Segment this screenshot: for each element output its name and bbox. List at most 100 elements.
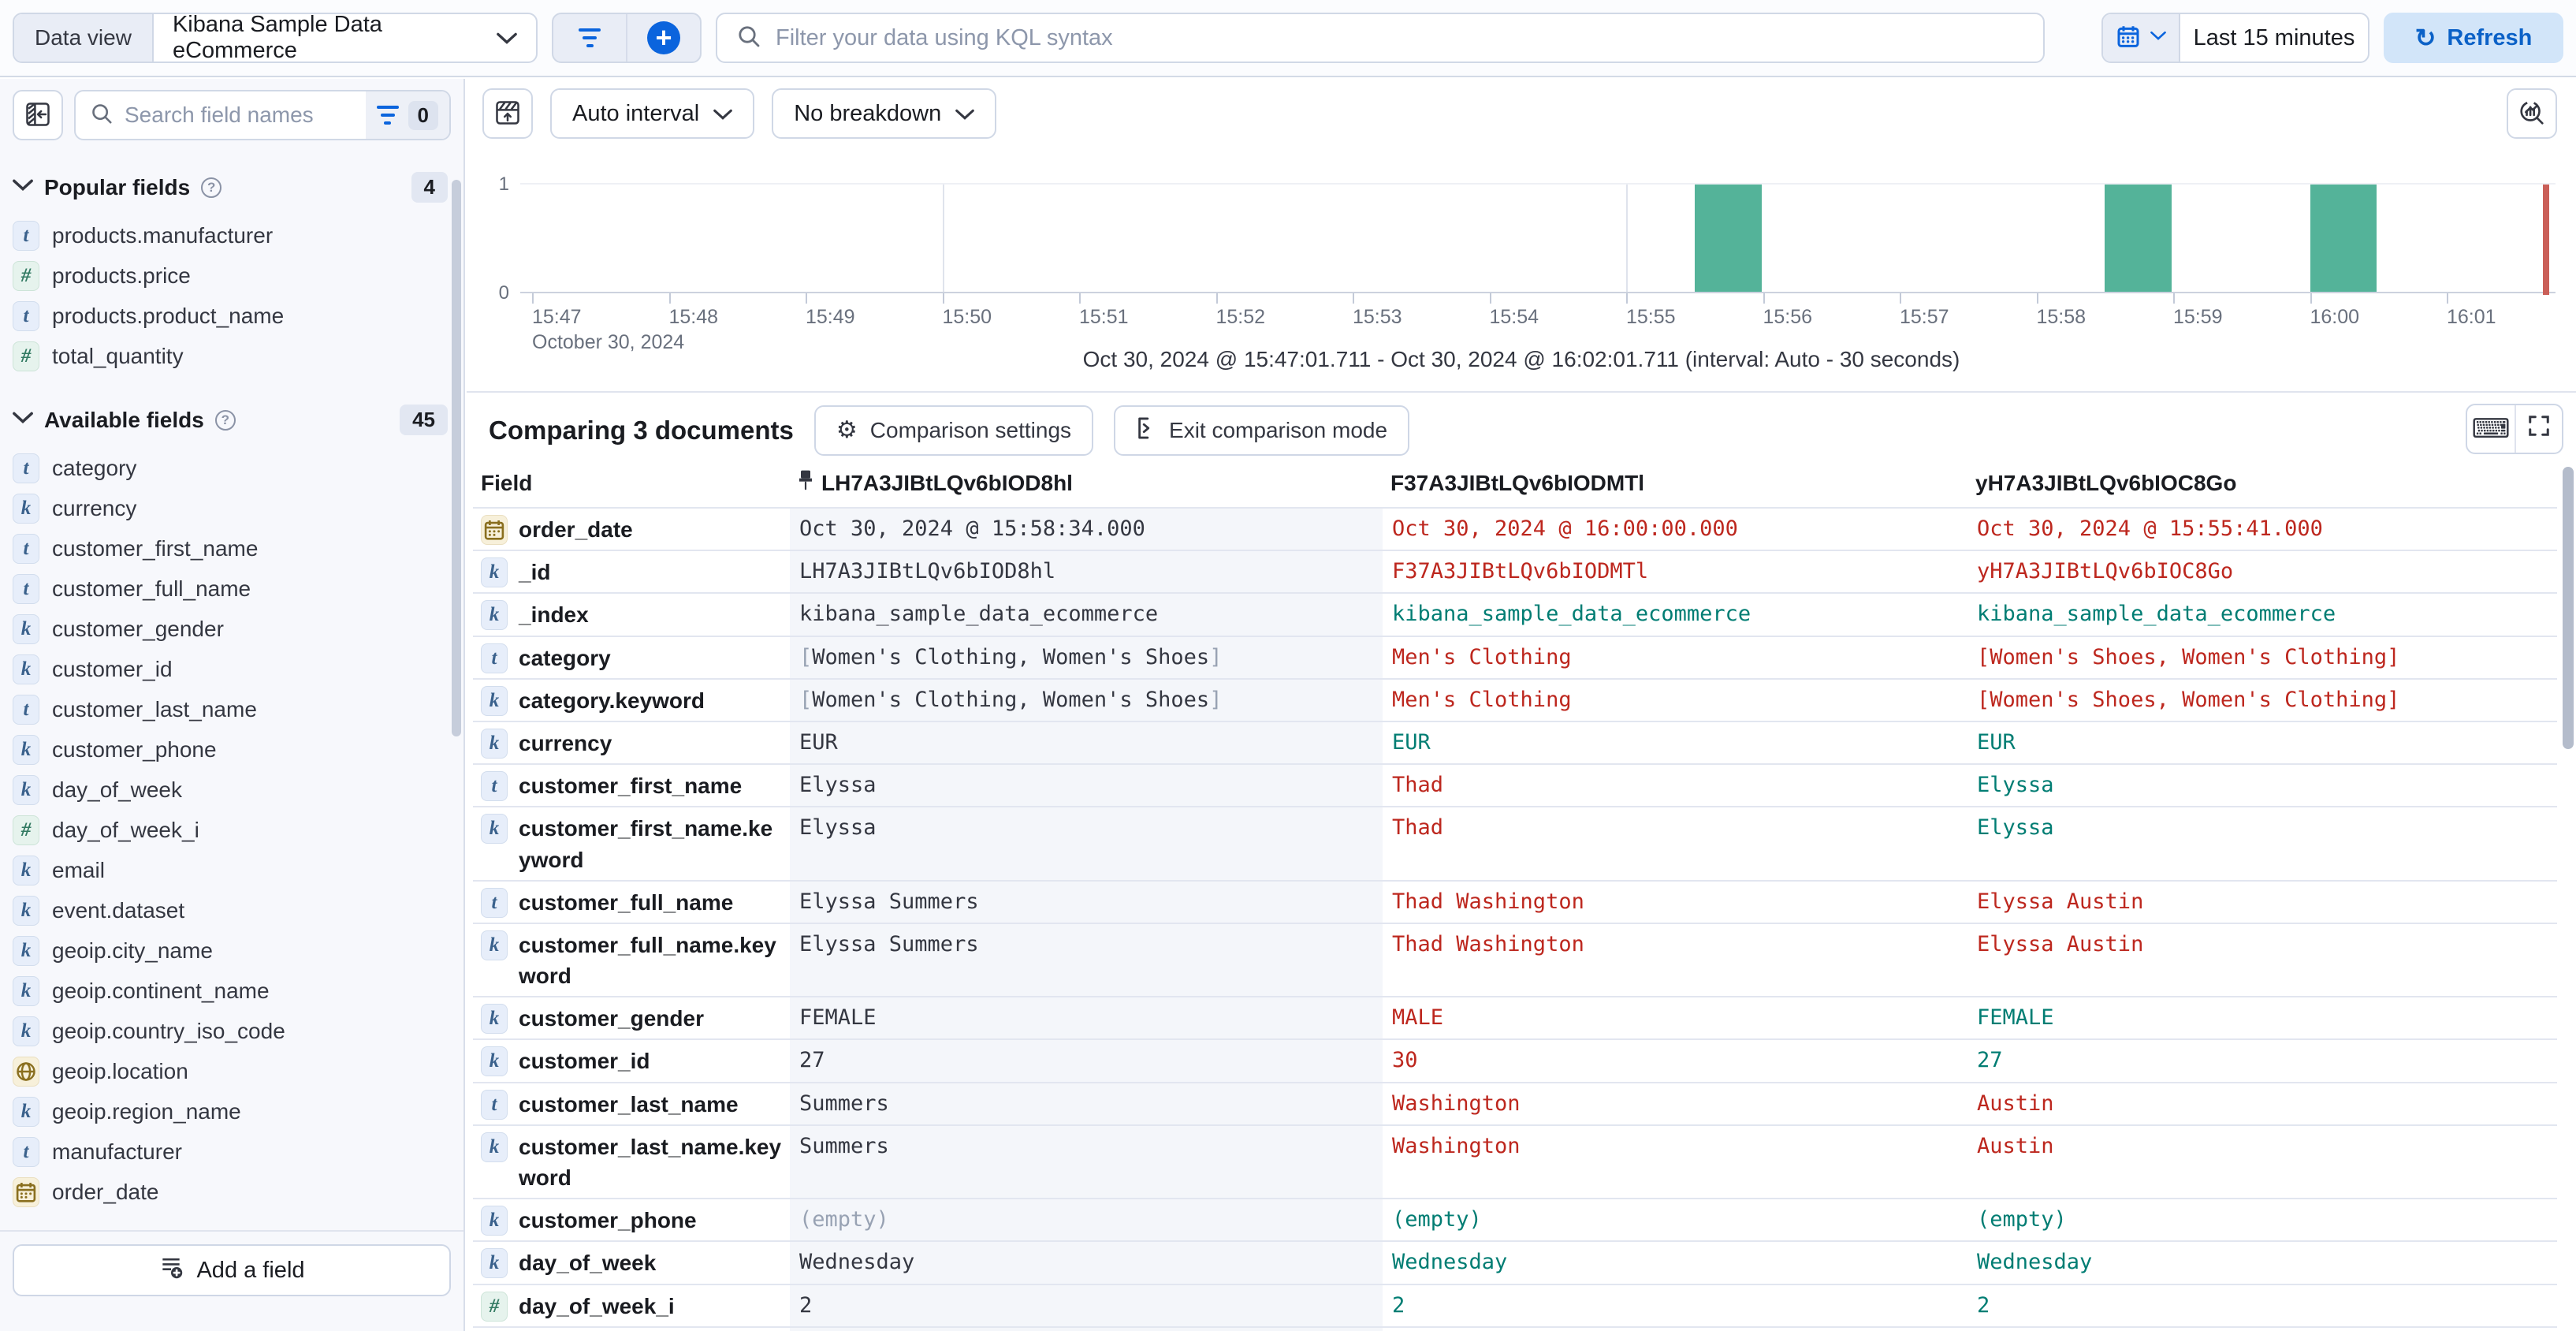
hide-chart-button[interactable] xyxy=(482,88,533,139)
exit-icon xyxy=(1136,416,1156,446)
field-filter-count-badge: 0 xyxy=(408,100,438,130)
field-list-item[interactable]: k geoip.region_name xyxy=(13,1091,448,1132)
gridline xyxy=(942,185,944,292)
chevron-down-icon xyxy=(713,101,733,127)
comparison-settings-button[interactable]: ⚙ Comparison settings xyxy=(813,405,1094,456)
time-picker-calendar-button[interactable] xyxy=(2103,14,2180,62)
field-search-input[interactable]: Search field names 0 xyxy=(74,90,451,140)
field-list-item[interactable]: k email xyxy=(13,850,448,890)
field-list-item[interactable]: # day_of_week_i xyxy=(13,810,448,850)
histogram-bar[interactable] xyxy=(2105,185,2172,292)
value-cell: Elyssa Austin xyxy=(1977,889,2144,914)
value-cell: Oct 30, 2024 @ 15:58:34.000 xyxy=(790,509,1383,550)
time-picker[interactable]: Last 15 minutes xyxy=(2101,13,2369,63)
exit-comparison-button[interactable]: Exit comparison mode xyxy=(1114,405,1410,456)
field-name-label: customer_first_name xyxy=(519,774,743,799)
table-row: k customer_id 27 30 27 xyxy=(473,1038,2557,1082)
field-section-header[interactable]: Available fields? 45 xyxy=(13,405,448,435)
grid-display-controls: ⌨ xyxy=(2466,404,2563,454)
field-type-icon-k: k xyxy=(481,814,508,844)
value-cell: 27 xyxy=(790,1040,1383,1082)
field-list-item[interactable]: k customer_id xyxy=(13,649,448,689)
field-list-item[interactable]: t customer_first_name xyxy=(13,528,448,569)
time-range-summary: Oct 30, 2024 @ 15:47:01.711 - Oct 30, 20… xyxy=(1082,347,1960,371)
interval-dropdown[interactable]: Auto interval xyxy=(550,88,755,139)
x-tick-label: 15:52 xyxy=(1215,306,1266,328)
field-name-label: customer_first_name.keyword xyxy=(519,816,773,872)
field-list-item[interactable]: k day_of_week xyxy=(13,770,448,810)
value-cell: elyssa@austin-family.zzz xyxy=(1967,1328,2557,1331)
document-column-header[interactable]: F37A3JIBtLQv6bIODMTl xyxy=(1383,464,1967,507)
field-type-icon-t: t xyxy=(13,453,39,483)
table-header-row: Field LH7A3JIBtLQv6bIOD8hl F37A3JIBtLQv6bI… xyxy=(473,464,2557,507)
keyboard-icon: ⌨ xyxy=(2471,414,2511,444)
field-list-item[interactable]: t customer_last_name xyxy=(13,689,448,729)
field-list-item[interactable]: t products.manufacturer xyxy=(13,215,448,255)
histogram-bar[interactable] xyxy=(2310,185,2377,292)
field-filter-button[interactable]: 0 xyxy=(365,91,449,139)
x-axis-date-label: October 30, 2024 xyxy=(532,331,685,353)
axis-tick xyxy=(1353,293,1354,304)
field-list-item[interactable]: t customer_full_name xyxy=(13,569,448,609)
current-time-marker xyxy=(2543,185,2549,295)
collapse-sidebar-button[interactable] xyxy=(13,90,63,140)
data-view-switcher[interactable]: Data view Kibana Sample Data eCommerce xyxy=(13,13,538,63)
field-type-icon-k: k xyxy=(13,895,39,926)
keyboard-shortcuts-button[interactable]: ⌨ xyxy=(2467,405,2515,453)
field-cell: order_date xyxy=(473,509,790,550)
field-type-icon-k: k xyxy=(13,855,39,885)
x-tick-label: 15:54 xyxy=(1489,306,1539,328)
x-tick-label: 15:53 xyxy=(1353,306,1402,328)
field-name-label: customer_full_name.keyword xyxy=(519,932,776,989)
kql-search-input[interactable]: Filter your data using KQL syntax xyxy=(716,13,2045,63)
field-list-item[interactable]: geoip.location xyxy=(13,1051,448,1091)
field-section-header[interactable]: Popular fields? 4 xyxy=(13,172,448,203)
field-type-icon-k: k xyxy=(481,1206,508,1236)
value-cell: [Women's Shoes, Women's Clothing] xyxy=(1977,687,2400,712)
filter-icon[interactable] xyxy=(553,14,626,62)
histogram-bar[interactable] xyxy=(1694,185,1762,292)
value-cell: [Women's Shoes, Women's Clothing] xyxy=(1977,644,2400,669)
document-column-header[interactable]: yH7A3JIBtLQv6bIOC8Go xyxy=(1967,464,2557,507)
value-cell: 2 xyxy=(1977,1292,1990,1318)
field-list-item[interactable]: k customer_phone xyxy=(13,729,448,770)
value-cell: LH7A3JIBtLQv6bIOD8hl xyxy=(790,551,1383,593)
time-range-value[interactable]: Last 15 minutes xyxy=(2193,24,2355,50)
field-list-item[interactable]: k geoip.city_name xyxy=(13,930,448,971)
field-list-item[interactable]: k event.dataset xyxy=(13,890,448,930)
table-row: t category [Women's Clothing, Women's Shoe… xyxy=(473,635,2557,678)
add-field-button[interactable]: Add a field xyxy=(13,1244,451,1296)
field-list-item-label: geoip.region_name xyxy=(52,1098,241,1124)
plus-icon: + xyxy=(647,21,680,54)
axis-tick xyxy=(668,293,671,304)
document-column-header[interactable]: LH7A3JIBtLQv6bIOD8hl xyxy=(790,464,1383,507)
chevron-down-icon xyxy=(955,101,975,127)
breakdown-dropdown[interactable]: No breakdown xyxy=(772,88,997,139)
value-cell: [Women's Clothing, Women's Shoes] xyxy=(790,636,1383,678)
field-section-label: Popular fields xyxy=(44,174,191,199)
field-cell: k _index xyxy=(473,594,790,635)
value-cell: Washington xyxy=(1392,1091,1521,1116)
field-list-item[interactable]: t products.product_name xyxy=(13,296,448,336)
field-list-item-label: currency xyxy=(52,495,137,520)
field-list-item[interactable]: k geoip.continent_name xyxy=(13,971,448,1011)
table-scrollbar[interactable] xyxy=(2563,467,2574,749)
explore-in-lens-button[interactable] xyxy=(2507,88,2557,139)
field-list-item[interactable]: k customer_gender xyxy=(13,609,448,649)
refresh-button[interactable]: ↻ Refresh xyxy=(2384,13,2563,63)
field-list-item[interactable]: t manufacturer xyxy=(13,1132,448,1172)
chevron-down-icon xyxy=(13,412,33,428)
field-list-item[interactable]: order_date xyxy=(13,1172,448,1212)
value-cell: MALE xyxy=(1392,1005,1444,1031)
fullscreen-button[interactable] xyxy=(2515,405,2562,453)
sidebar-scrollbar[interactable] xyxy=(452,180,461,736)
field-list-item-label: products.price xyxy=(52,263,191,288)
field-list-item-label: products.manufacturer xyxy=(52,222,274,248)
field-list-item[interactable]: k currency xyxy=(13,488,448,528)
field-list-item[interactable]: # total_quantity xyxy=(13,336,448,376)
field-list-item[interactable]: t category xyxy=(13,448,448,488)
field-list-item[interactable]: k geoip.country_iso_code xyxy=(13,1011,448,1051)
field-list-item[interactable]: # products.price xyxy=(13,255,448,296)
main-panel: Auto interval No breakdown 15:47 15:48 15 xyxy=(467,79,2576,1331)
add-filter-button[interactable]: + xyxy=(626,14,700,62)
